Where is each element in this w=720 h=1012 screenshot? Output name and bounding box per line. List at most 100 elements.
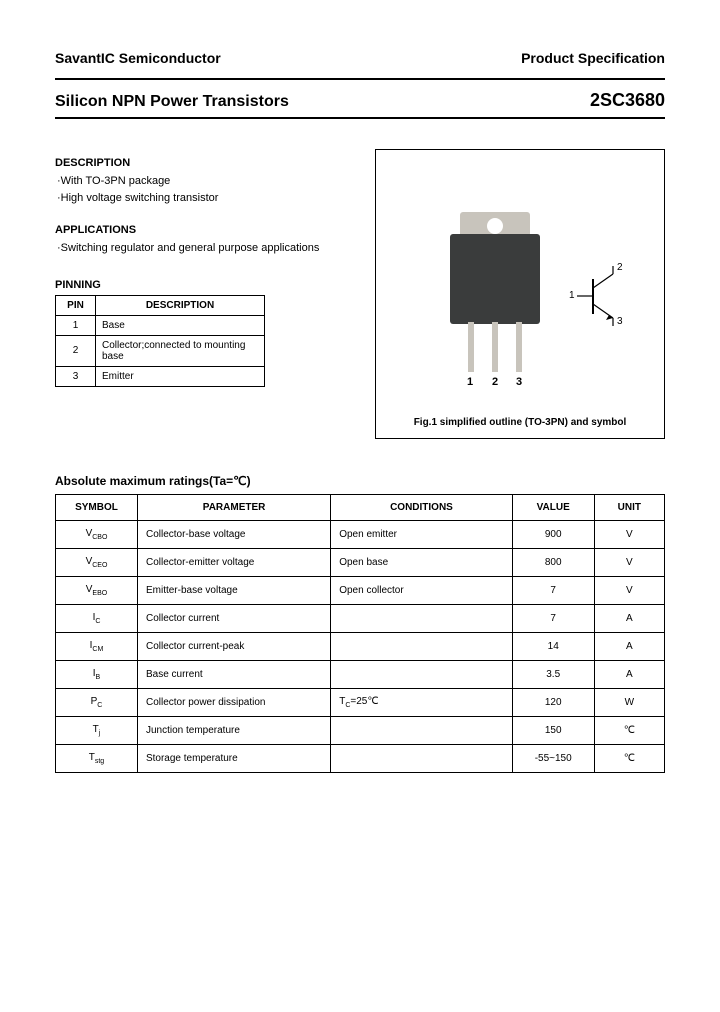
description-line: ·With TO-3PN package <box>57 173 361 190</box>
pin-label: 1 <box>467 376 473 388</box>
value-cell: 3.5 <box>512 661 594 689</box>
symbol-terminal: 3 <box>617 316 623 327</box>
value-cell: 120 <box>512 689 594 717</box>
package-pin <box>468 322 474 372</box>
pin-label: 3 <box>516 376 522 388</box>
unit-cell: V <box>594 577 664 605</box>
divider-top <box>55 78 665 80</box>
conditions-cell <box>331 633 513 661</box>
company-name: SavantIC Semiconductor <box>55 50 221 66</box>
col-symbol: SYMBOL <box>56 495 138 521</box>
value-cell: -55~150 <box>512 745 594 773</box>
parameter-cell: Storage temperature <box>137 745 330 773</box>
applications-heading: APPLICATIONS <box>55 224 361 236</box>
conditions-cell: Open base <box>331 549 513 577</box>
applications-line: ·Switching regulator and general purpose… <box>57 240 361 257</box>
table-header-row: SYMBOL PARAMETER CONDITIONS VALUE UNIT <box>56 495 665 521</box>
header-row: SavantIC Semiconductor Product Specifica… <box>55 50 665 66</box>
pin-label: 2 <box>492 376 498 388</box>
symbol-cell: VCBO <box>56 521 138 549</box>
symbol-cell: VEBO <box>56 577 138 605</box>
parameter-cell: Emitter-base voltage <box>137 577 330 605</box>
pin-cell: 3 <box>56 366 96 386</box>
package-body <box>450 234 540 324</box>
symbol-cell: Tj <box>56 717 138 745</box>
table-header-row: PIN DESCRIPTION <box>56 295 265 315</box>
package-pin <box>492 322 498 372</box>
table-row: VCEOCollector-emitter voltageOpen base80… <box>56 549 665 577</box>
symbol-cell: IC <box>56 605 138 633</box>
col-value: VALUE <box>512 495 594 521</box>
spec-label: Product Specification <box>521 50 665 66</box>
table-row: TjJunction temperature 150℃ <box>56 717 665 745</box>
value-cell: 800 <box>512 549 594 577</box>
pin-cell: 1 <box>56 315 96 335</box>
symbol-cell: PC <box>56 689 138 717</box>
unit-cell: A <box>594 605 664 633</box>
package-pin <box>516 322 522 372</box>
divider-title <box>55 117 665 119</box>
conditions-cell: Open emitter <box>331 521 513 549</box>
symbol-cell: Tstg <box>56 745 138 773</box>
conditions-cell <box>331 605 513 633</box>
col-pin: PIN <box>56 295 96 315</box>
pin-cell: 2 <box>56 335 96 366</box>
pinning-heading: PINNING <box>55 279 361 291</box>
unit-cell: ℃ <box>594 717 664 745</box>
value-cell: 900 <box>512 521 594 549</box>
upper-section: DESCRIPTION ·With TO-3PN package ·High v… <box>55 149 665 439</box>
symbol-cell: ICM <box>56 633 138 661</box>
unit-cell: ℃ <box>594 745 664 773</box>
conditions-cell <box>331 717 513 745</box>
desc-cell: Base <box>96 315 265 335</box>
unit-cell: W <box>594 689 664 717</box>
table-row: ICMCollector current-peak14A <box>56 633 665 661</box>
part-number: 2SC3680 <box>590 90 665 111</box>
symbol-terminal: 1 <box>569 290 575 301</box>
parameter-cell: Collector power dissipation <box>137 689 330 717</box>
symbol-terminal: 2 <box>617 262 623 273</box>
desc-cell: Collector;connected to mounting base <box>96 335 265 366</box>
description-heading: DESCRIPTION <box>55 157 361 169</box>
col-parameter: PARAMETER <box>137 495 330 521</box>
value-cell: 7 <box>512 605 594 633</box>
package-drawing: 1 2 3 2 1 3 <box>410 194 630 394</box>
transistor-symbol: 2 1 3 <box>575 264 625 324</box>
col-desc: DESCRIPTION <box>96 295 265 315</box>
title-row: Silicon NPN Power Transistors 2SC3680 <box>55 90 665 111</box>
parameter-cell: Base current <box>137 661 330 689</box>
table-row: VCBOCollector-base voltageOpen emitter90… <box>56 521 665 549</box>
table-row: ICCollector current 7A <box>56 605 665 633</box>
desc-cell: Emitter <box>96 366 265 386</box>
conditions-cell <box>331 661 513 689</box>
pinning-table: PIN DESCRIPTION 1 Base 2 Collector;conne… <box>55 295 265 387</box>
figure-column: 1 2 3 2 1 3 <box>375 149 665 439</box>
unit-cell: V <box>594 521 664 549</box>
value-cell: 7 <box>512 577 594 605</box>
table-row: VEBOEmitter-base voltageOpen collector7V <box>56 577 665 605</box>
conditions-cell <box>331 745 513 773</box>
ratings-table: SYMBOL PARAMETER CONDITIONS VALUE UNIT V… <box>55 494 665 773</box>
value-cell: 150 <box>512 717 594 745</box>
table-row: PCCollector power dissipationTC=25℃120W <box>56 689 665 717</box>
table-row: TstgStorage temperature -55~150℃ <box>56 745 665 773</box>
parameter-cell: Junction temperature <box>137 717 330 745</box>
parameter-cell: Collector-base voltage <box>137 521 330 549</box>
table-row: 3 Emitter <box>56 366 265 386</box>
col-conditions: CONDITIONS <box>331 495 513 521</box>
unit-cell: V <box>594 549 664 577</box>
unit-cell: A <box>594 661 664 689</box>
value-cell: 14 <box>512 633 594 661</box>
table-row: IBBase current3.5A <box>56 661 665 689</box>
parameter-cell: Collector-emitter voltage <box>137 549 330 577</box>
table-row: 1 Base <box>56 315 265 335</box>
figure-caption: Fig.1 simplified outline (TO-3PN) and sy… <box>376 417 664 428</box>
symbol-cell: VCEO <box>56 549 138 577</box>
conditions-cell: TC=25℃ <box>331 689 513 717</box>
conditions-cell: Open collector <box>331 577 513 605</box>
parameter-cell: Collector current-peak <box>137 633 330 661</box>
text-column: DESCRIPTION ·With TO-3PN package ·High v… <box>55 149 361 439</box>
figure-box: 1 2 3 2 1 3 <box>375 149 665 439</box>
ratings-heading: Absolute maximum ratings(Ta=℃) <box>55 474 665 488</box>
parameter-cell: Collector current <box>137 605 330 633</box>
